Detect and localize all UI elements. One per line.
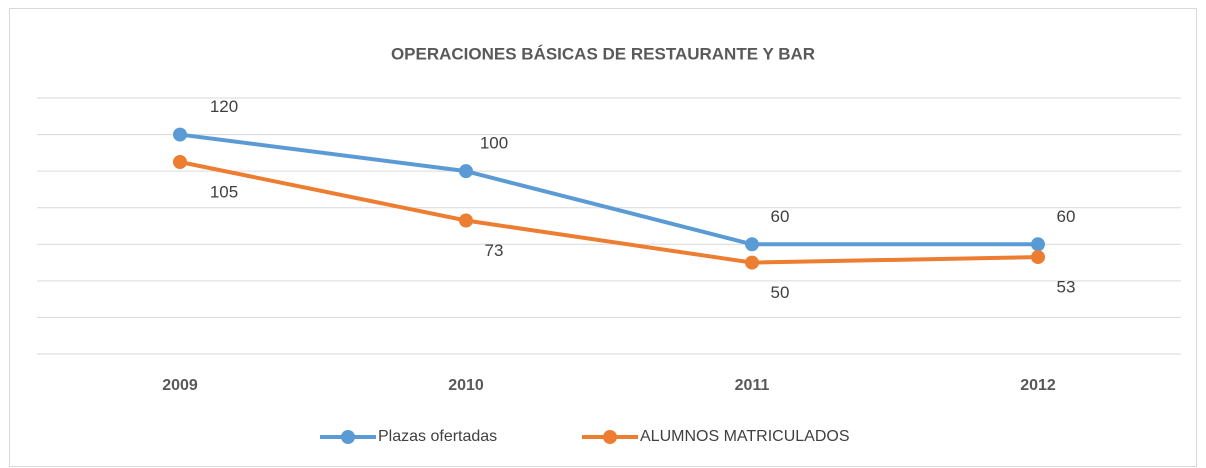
data-label: 60: [1057, 207, 1076, 226]
data-label: 100: [480, 134, 508, 153]
data-label: 73: [485, 241, 504, 260]
legend-label: ALUMNOS MATRICULADOS: [640, 428, 850, 445]
data-point: [1031, 250, 1045, 265]
data-point: [745, 237, 759, 252]
data-point: [173, 155, 187, 169]
x-tick-label: 2011: [735, 377, 770, 394]
x-tick-label: 2010: [448, 377, 484, 394]
data-point: [173, 127, 187, 142]
chart-title: OPERACIONES BÁSICAS DE RESTAURANTE Y BAR: [391, 44, 815, 63]
legend-marker: [341, 430, 355, 444]
x-tick-label: 2009: [162, 377, 198, 394]
data-point: [745, 255, 759, 270]
series-line: [179, 132, 1038, 247]
data-label: 120: [210, 97, 238, 116]
data-label: 50: [771, 283, 790, 302]
data-label: 53: [1057, 278, 1076, 297]
data-label: 60: [771, 207, 790, 226]
series-line: [179, 160, 1039, 265]
data-point: [459, 213, 473, 228]
legend-label: Plazas ofertadas: [378, 428, 497, 445]
data-point: [1031, 237, 1045, 252]
data-point: [459, 164, 473, 179]
data-label: 105: [210, 182, 238, 201]
x-tick-label: 2012: [1020, 377, 1056, 394]
legend-marker: [603, 430, 617, 444]
chart-border: [9, 8, 1197, 467]
